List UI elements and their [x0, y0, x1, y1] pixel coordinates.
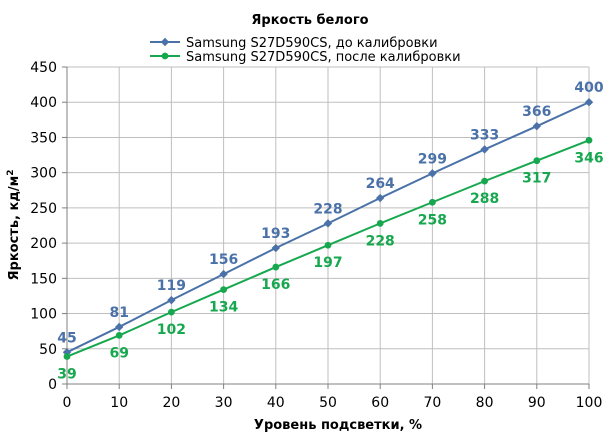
y-tick-labels: 0 50 100 150 200 250 300 350 400 450 [30, 60, 57, 393]
y-tick-label: 350 [30, 130, 57, 146]
data-point [584, 98, 594, 107]
data-label: 45 [57, 330, 76, 346]
y-tick-label: 100 [30, 307, 57, 323]
x-tick-labels: 0 10 20 30 40 50 60 70 80 90 100 [63, 395, 603, 411]
data-label: 39 [57, 367, 76, 383]
legend-marker [161, 52, 169, 60]
data-point [533, 157, 541, 165]
data-point [585, 136, 593, 144]
data-point [272, 263, 280, 271]
series-group [62, 98, 594, 360]
data-label: 134 [209, 300, 238, 316]
y-tick-label: 300 [30, 166, 57, 182]
data-label: 81 [109, 305, 128, 321]
x-tick-label: 60 [371, 395, 389, 411]
data-point [115, 322, 124, 332]
x-tick-label: 30 [215, 395, 233, 411]
axes [62, 66, 590, 389]
y-tick-label: 400 [30, 95, 57, 111]
legend-label: Samsung S27D590CS, до калибровки [186, 36, 438, 51]
data-label: 193 [261, 226, 290, 242]
data-point [532, 121, 541, 131]
x-tick-label: 40 [267, 395, 285, 411]
legend: Samsung S27D590CS, до калибровкиSamsung … [150, 36, 461, 65]
data-label: 69 [109, 345, 128, 361]
data-label: 166 [261, 277, 290, 293]
data-point [220, 286, 228, 294]
data-label: 400 [574, 80, 603, 96]
y-axis-label: Яркость, кд/м2 [6, 170, 22, 281]
legend-marker [160, 37, 170, 47]
y-tick-label: 200 [30, 236, 57, 252]
data-label: 299 [418, 151, 447, 167]
data-point [168, 308, 175, 316]
y-tick-label: 450 [30, 60, 57, 76]
y-axis-label-main: Яркость, кд/м [7, 176, 22, 281]
data-label: 346 [574, 150, 603, 166]
data-point [271, 243, 280, 253]
data-label: 288 [470, 191, 499, 207]
y-tick-label: 0 [48, 377, 57, 393]
data-point [376, 193, 385, 203]
data-point [167, 295, 176, 305]
data-label: 119 [157, 278, 186, 294]
data-point [480, 145, 489, 154]
data-point [429, 198, 436, 206]
y-tick-label: 150 [30, 271, 57, 287]
data-label: 258 [418, 212, 447, 228]
data-label: 156 [209, 252, 238, 268]
data-point [115, 331, 123, 339]
x-axis-label: Уровень подсветки, % [254, 418, 422, 433]
data-point [481, 177, 488, 185]
data-label: 228 [366, 233, 395, 249]
x-tick-label: 90 [528, 395, 546, 411]
data-label: 102 [157, 322, 186, 338]
x-tick-label: 10 [110, 395, 128, 411]
data-label: 317 [522, 171, 551, 187]
data-label: 197 [313, 255, 342, 271]
data-point [324, 241, 332, 249]
data-point [428, 169, 437, 178]
data-labels: 45 81 119 156 193 228 264 299 333 366 400 39 69 102 13… [57, 80, 604, 382]
data-point [376, 219, 384, 227]
x-tick-label: 100 [576, 395, 603, 411]
y-axis-label-sup: 2 [6, 170, 16, 176]
data-point [323, 219, 333, 228]
x-tick-label: 20 [162, 395, 180, 411]
x-tick-label: 0 [63, 395, 72, 411]
chart-title: Яркость белого [251, 13, 368, 28]
data-label: 264 [366, 176, 395, 192]
x-tick-label: 50 [319, 395, 337, 411]
x-tick-label: 80 [476, 395, 494, 411]
y-tick-label: 250 [30, 201, 57, 217]
y-tick-label: 50 [39, 342, 57, 358]
data-point [63, 353, 71, 360]
data-label: 228 [313, 201, 342, 217]
x-tick-label: 70 [423, 395, 441, 411]
data-label: 366 [522, 104, 551, 120]
data-label: 333 [470, 127, 499, 143]
legend-label: Samsung S27D590CS, после калибровки [186, 50, 461, 65]
data-point [219, 269, 228, 279]
